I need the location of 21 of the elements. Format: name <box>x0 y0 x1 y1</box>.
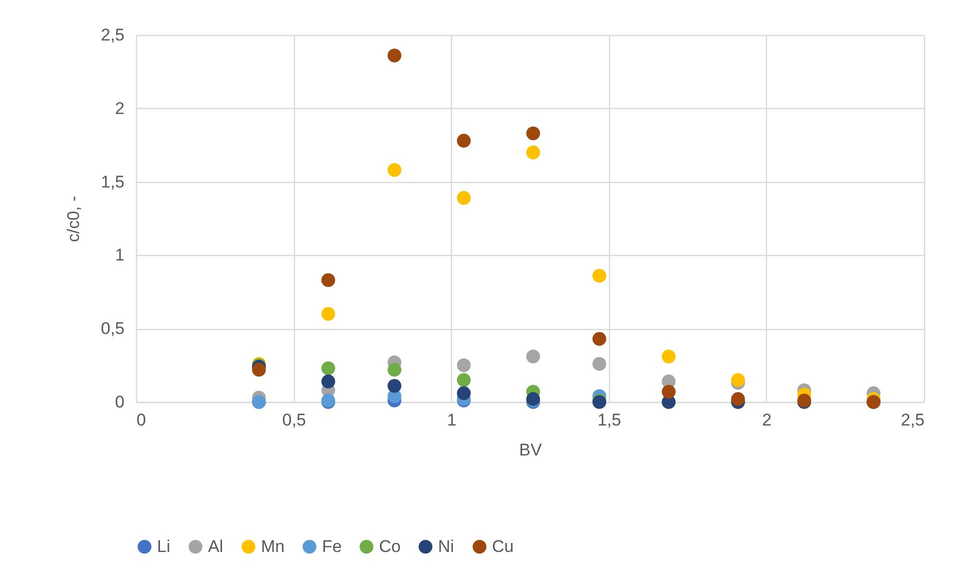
y-tick-label: 1,5 <box>100 172 124 192</box>
x-axis-title: BV <box>519 440 542 460</box>
legend-label: Co <box>379 536 401 556</box>
y-axis-title: c/c0, - <box>64 196 83 242</box>
y-tick-label: 0,5 <box>100 319 124 338</box>
y-tick-label: 0 <box>115 392 124 412</box>
x-tick-label: 2 <box>762 410 772 430</box>
x-tick-label: 1 <box>446 410 456 430</box>
x-tick-label: 0 <box>136 410 146 430</box>
legend-label: Ni <box>438 536 454 556</box>
legend-label: Mn <box>261 536 285 556</box>
y-tick-label: 1 <box>115 246 124 265</box>
x-tick-label: 1,5 <box>597 410 622 430</box>
x-tick-label: 0,5 <box>282 410 306 430</box>
legend-label: Cu <box>492 536 514 556</box>
y-tick-label: 2,5 <box>100 26 124 44</box>
legend-label: Li <box>157 536 170 556</box>
y-tick-label: 2 <box>115 98 124 118</box>
legend-label: Fe <box>322 536 342 556</box>
legend-label: Al <box>208 536 224 556</box>
x-tick-label: 2,5 <box>900 410 924 430</box>
